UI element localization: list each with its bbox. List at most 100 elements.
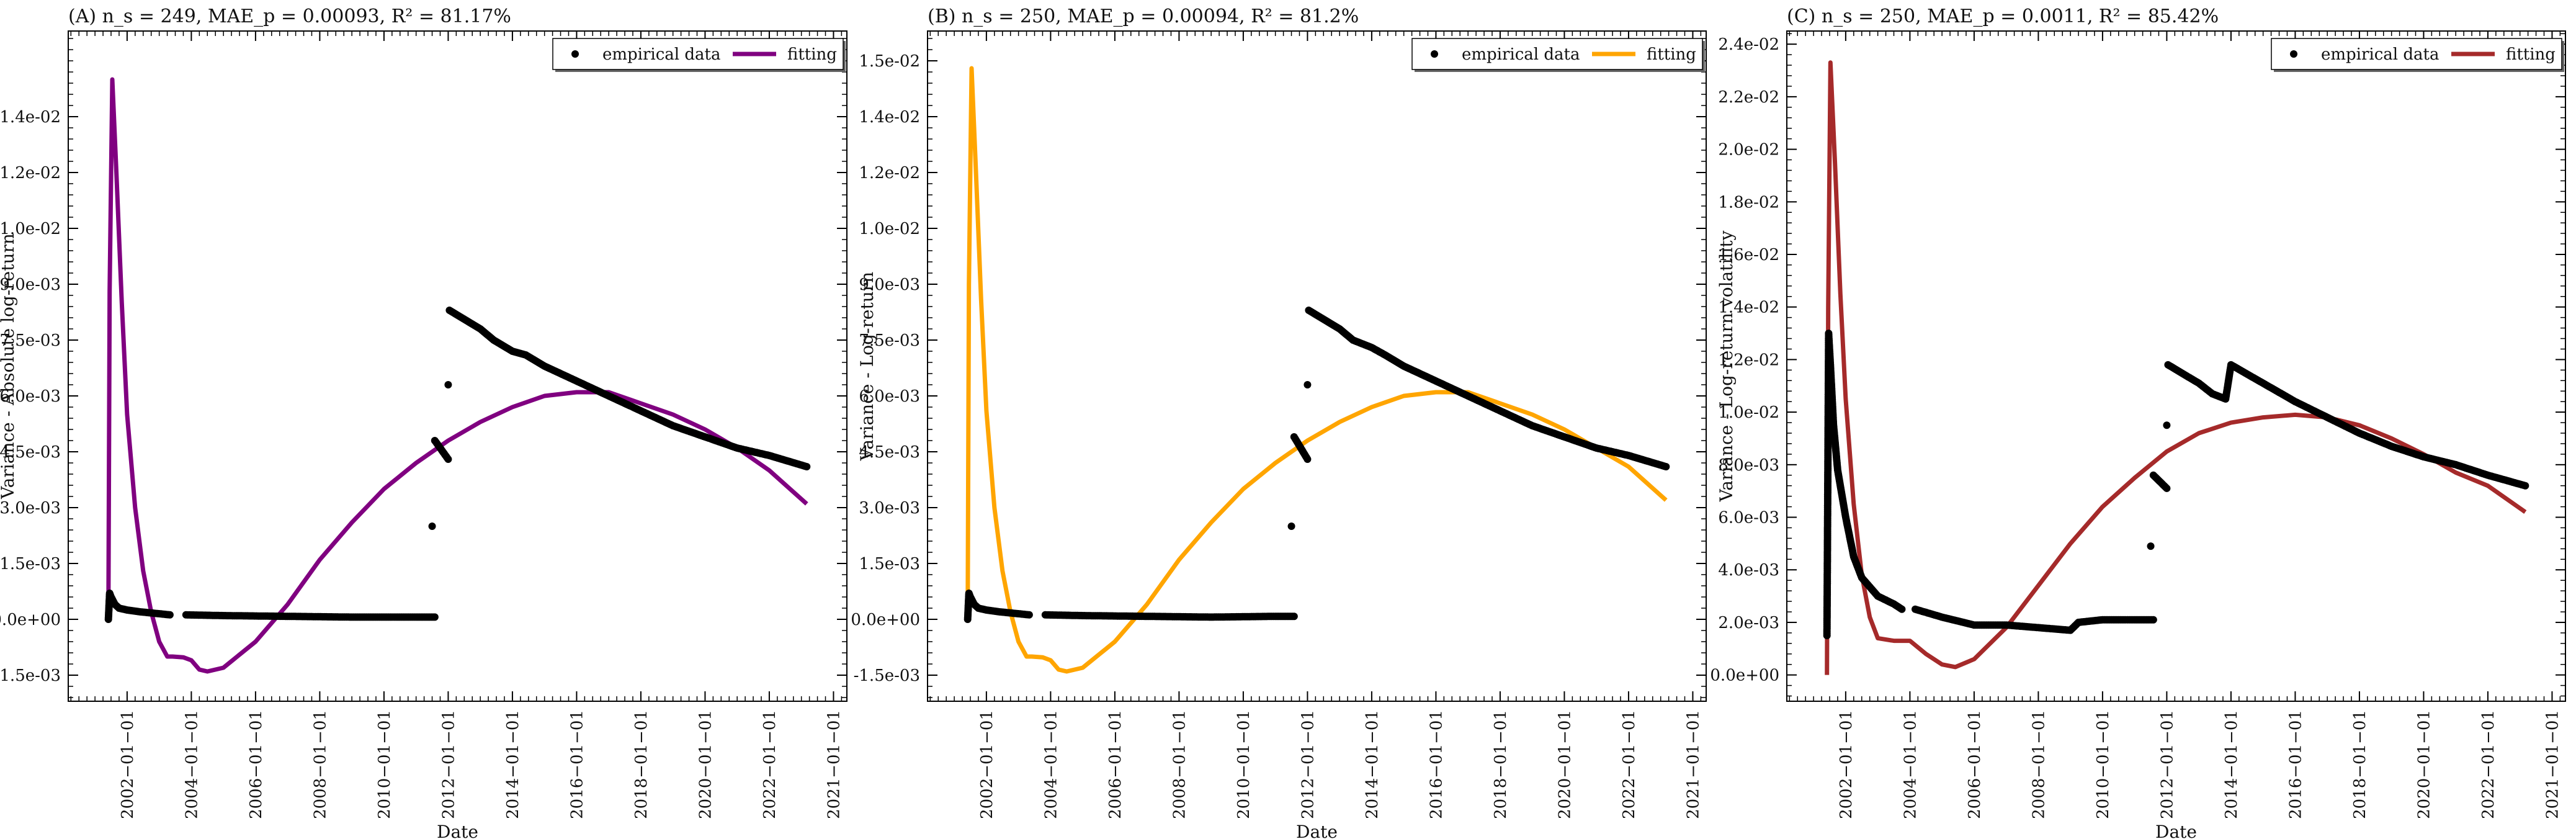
x-tick-label: 2006−01−01	[1106, 710, 1125, 819]
x-tick-label: 2004−01−01	[1042, 710, 1060, 819]
legend-label-empirical: empirical data	[1462, 45, 1580, 64]
x-tick-label: 2014−01−01	[2222, 710, 2241, 819]
plot-frame	[1786, 30, 2566, 702]
y-tick-label: 1.2e-02	[1718, 351, 1779, 369]
fitting-line	[106, 77, 808, 674]
legend-marker-empirical	[571, 50, 579, 58]
y-tick-label: 1.2e-02	[0, 164, 61, 182]
x-tick-label: 2021−01−01	[1684, 710, 1702, 819]
plot-frame	[927, 30, 1707, 702]
y-axis-label: Variance - Log-return	[857, 272, 877, 461]
legend: empirical data fitting	[2271, 38, 2564, 72]
empirical-series	[964, 307, 1670, 623]
x-tick-label: 2021−01−01	[825, 710, 843, 819]
y-tick-label: 3.0e-03	[0, 499, 61, 518]
empirical-point	[803, 463, 811, 470]
x-tick-label: 2008−01−01	[311, 710, 329, 819]
y-tick-label: 8.0e-03	[1718, 456, 1779, 475]
empirical-point	[428, 523, 436, 530]
empirical-point	[2149, 616, 2157, 624]
legend-label-empirical: empirical data	[602, 45, 720, 64]
x-tick-label: 2020−01−01	[696, 710, 715, 819]
legend: empirical data fitting	[552, 38, 846, 72]
empirical-point	[1287, 523, 1295, 530]
y-tick-label: 1.4e-02	[1718, 298, 1779, 317]
empirical-point	[166, 611, 174, 619]
empirical-point	[1025, 611, 1033, 619]
empirical-point	[1898, 605, 1906, 613]
x-tick-label: 2018−01−01	[632, 710, 651, 819]
x-tick-label: 2008−01−01	[2029, 710, 2048, 819]
plot-frame	[68, 30, 847, 702]
x-tick-label: 2018−01−01	[1491, 710, 1510, 819]
legend-box	[1411, 38, 1703, 70]
empirical-point	[2163, 421, 2171, 429]
y-tick-label: 2.0e-03	[1718, 614, 1779, 632]
empirical-point	[1662, 463, 1670, 470]
chart-panel-c: (C) n_s = 250, MAE_p = 0.0011, R² = 85.4…	[1710, 6, 2566, 839]
x-tick-label: 2012−01−01	[1299, 710, 1317, 819]
x-tick-label: 2010−01−01	[2094, 710, 2113, 819]
x-tick-label: 2006−01−01	[1966, 710, 1984, 819]
empirical-point	[444, 381, 452, 388]
y-tick-label: 4.5e-03	[859, 443, 920, 462]
y-tick-label: 1.0e-02	[1718, 403, 1779, 422]
y-tick-label: 0.0e+00	[851, 611, 920, 629]
empirical-series	[104, 307, 811, 623]
y-tick-label: 1.2e-02	[859, 164, 920, 182]
y-tick-label: 1.5e-03	[0, 555, 61, 573]
y-tick-label: 0.0e+00	[0, 611, 61, 629]
y-tick-label: 3.0e-03	[859, 499, 920, 518]
y-axis-label: Variance - Log-return volatility	[1716, 230, 1737, 502]
x-tick-label: 2002−01−01	[1837, 710, 1856, 819]
y-tick-label: 1.0e-02	[0, 220, 61, 238]
empirical-point	[1304, 455, 1312, 463]
empirical-point	[1304, 381, 1312, 388]
legend-box	[2271, 38, 2562, 70]
x-tick-label: 2004−01−01	[1901, 710, 1920, 819]
x-tick-label: 2012−01−01	[2158, 710, 2176, 819]
legend-marker-empirical	[2290, 50, 2297, 58]
x-tick-label: 2002−01−01	[978, 710, 996, 819]
x-axis-label: Date	[2155, 822, 2197, 839]
legend-label-fitting: fitting	[2506, 45, 2556, 64]
y-tick-label: 2.2e-02	[1718, 88, 1779, 107]
y-tick-label: 6.0e-03	[0, 387, 61, 406]
empirical-point	[1290, 612, 1298, 621]
y-tick-label: 9.0e-03	[859, 276, 920, 294]
legend-label-fitting: fitting	[1647, 45, 1696, 64]
legend-label-empirical: empirical data	[2321, 45, 2439, 64]
x-tick-label: 2004−01−01	[182, 710, 201, 819]
empirical-series	[1823, 330, 2529, 640]
legend-box	[552, 38, 844, 70]
y-tick-label: 7.5e-03	[859, 331, 920, 350]
x-tick-label: 2016−01−01	[568, 710, 586, 819]
legend: empirical data fitting	[1411, 38, 1705, 72]
x-tick-label: 2014−01−01	[1363, 710, 1382, 819]
empirical-point	[2147, 542, 2155, 550]
y-tick-label: 1.4e-02	[859, 108, 920, 127]
empirical-point	[431, 613, 439, 621]
x-tick-label: 2020−01−01	[1555, 710, 1574, 819]
y-axis-label: Variance - Absolute log-return	[0, 233, 18, 500]
y-tick-label: 6.0e-03	[1718, 509, 1779, 527]
x-tick-label: 2006−01−01	[247, 710, 266, 819]
x-tick-label: 2022−01−01	[761, 710, 779, 819]
y-tick-label: 1.4e-02	[0, 108, 61, 127]
y-tick-label: 9.0e-03	[0, 276, 61, 294]
y-tick-label: 4.0e-03	[1718, 561, 1779, 580]
y-tick-label: 1.5e-02	[859, 52, 920, 71]
x-tick-label: 2021−01−01	[2543, 710, 2562, 819]
y-tick-label: 1.8e-02	[1718, 193, 1779, 212]
x-tick-label: 2002−01−01	[119, 710, 137, 819]
x-tick-label: 2022−01−01	[1620, 710, 1639, 819]
x-axis-label: Date	[437, 822, 478, 839]
x-tick-label: 2016−01−01	[2286, 710, 2305, 819]
y-tick-label: 1.0e-02	[859, 220, 920, 238]
x-tick-label: 2012−01−01	[439, 710, 458, 819]
legend-marker-empirical	[1431, 50, 1438, 58]
x-tick-label: 2008−01−01	[1170, 710, 1189, 819]
y-tick-label: 2.4e-02	[1718, 35, 1779, 54]
x-tick-label: 2014−01−01	[504, 710, 522, 819]
